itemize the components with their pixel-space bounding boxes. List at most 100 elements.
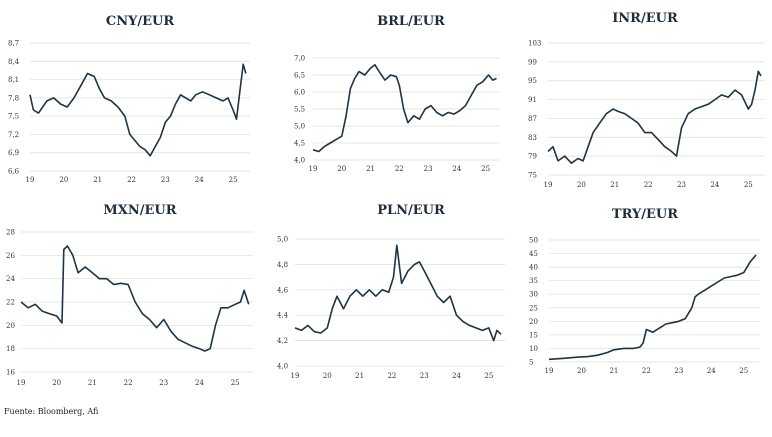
y-tick-label: 87 (528, 115, 537, 123)
x-tick-label: 25 (744, 181, 753, 189)
x-tick-label: 19 (17, 379, 26, 387)
x-tick-label: 24 (707, 367, 716, 375)
x-tick-label: 24 (452, 165, 461, 173)
y-tick-label: 6,6 (8, 168, 20, 176)
x-tick-label: 19 (291, 372, 300, 380)
y-tick-label: 7,2 (8, 131, 19, 139)
y-tick-label: 103 (528, 40, 541, 48)
y-tick-label: 7,0 (294, 55, 305, 63)
y-tick-label: 15 (529, 331, 538, 339)
y-tick-label: 4,5 (294, 140, 305, 148)
x-tick-label: 22 (127, 176, 136, 184)
y-tick-label: 45 (529, 250, 538, 258)
x-tick-label: 20 (323, 372, 332, 380)
y-tick-label: 10 (529, 345, 538, 353)
chart-panel-pln-eur: PLN/EUR 5,0 4,8 4,6 4,4 4,2 4,019 20 21 22 23 24 25 (277, 203, 505, 380)
series-line (29, 63, 247, 157)
y-tick-label: 8,7 (8, 40, 19, 48)
x-tick-label: 24 (710, 181, 719, 189)
y-tick-label: 16 (6, 369, 15, 377)
y-tick-label: 30 (529, 291, 538, 299)
x-tick-label: 23 (159, 379, 168, 387)
y-tick-label: 8,1 (8, 76, 19, 84)
y-tick-label: 50 (529, 237, 538, 245)
x-tick-label: 20 (52, 379, 61, 387)
x-tick-label: 22 (124, 379, 133, 387)
x-tick-label: 23 (677, 181, 686, 189)
x-tick-label: 19 (544, 181, 553, 189)
y-tick-label: 7,5 (8, 113, 19, 121)
y-tick-label: 4,0 (277, 363, 288, 371)
x-tick-label: 23 (424, 165, 433, 173)
x-tick-label: 21 (355, 372, 364, 380)
x-tick-label: 24 (195, 176, 204, 184)
x-tick-label: 19 (26, 176, 35, 184)
x-tick-label: 20 (577, 181, 586, 189)
y-tick-label: 22 (6, 299, 15, 307)
y-tick-label: 4,8 (277, 261, 288, 269)
y-tick-label: 8,4 (8, 58, 20, 66)
x-tick-label: 21 (610, 181, 619, 189)
chart-panel-cny-eur: CNY/EUR 8,7 8,4 8,1 7,8 7,5 7,2 6,9 6,6 19 20 21 22 2… (8, 14, 250, 184)
x-tick-label: 21 (93, 176, 102, 184)
y-tick-label: 5,0 (294, 123, 305, 131)
x-tick-label: 22 (644, 181, 653, 189)
y-tick-label: 26 (6, 252, 15, 260)
y-tick-label: 28 (6, 229, 15, 237)
chart-title: CNY/EUR (106, 14, 175, 29)
x-tick-label: 20 (337, 165, 346, 173)
x-tick-label: 23 (674, 367, 683, 375)
series-line (548, 254, 757, 361)
y-tick-label: 25 (529, 304, 538, 312)
chart-title: INR/EUR (612, 11, 678, 26)
y-tick-label: 83 (528, 134, 537, 142)
x-tick-label: 19 (545, 367, 554, 375)
x-tick-label: 25 (231, 379, 240, 387)
x-tick-label: 19 (309, 165, 318, 173)
chart-title: MXN/EUR (103, 203, 176, 218)
x-tick-label: 23 (420, 372, 429, 380)
series-line (547, 70, 762, 164)
x-tick-label: 22 (387, 372, 396, 380)
y-tick-label: 4,6 (277, 286, 289, 294)
series-line (20, 245, 250, 352)
x-tick-label: 22 (642, 367, 651, 375)
x-tick-label: 21 (88, 379, 97, 387)
y-tick-label: 18 (6, 345, 15, 353)
x-tick-label: 22 (395, 165, 404, 173)
y-tick-label: 99 (528, 58, 537, 66)
y-tick-label: 4,4 (277, 312, 289, 320)
y-tick-label: 91 (528, 96, 537, 104)
y-tick-label: 75 (528, 172, 537, 180)
y-tick-label: 7,8 (8, 94, 19, 102)
series-line (312, 64, 497, 153)
y-tick-label: 20 (529, 318, 538, 326)
y-tick-label: 6,5 (294, 72, 305, 80)
source-note: Fuente: Bloomberg, Afi (4, 407, 99, 416)
y-tick-label: 4,0 (294, 157, 305, 165)
x-tick-label: 25 (484, 372, 493, 380)
x-tick-label: 20 (59, 176, 68, 184)
x-tick-label: 21 (366, 165, 375, 173)
x-tick-label: 25 (229, 176, 238, 184)
y-tick-label: 6,9 (8, 149, 19, 157)
x-tick-label: 25 (481, 165, 490, 173)
chart-panel-try-eur: TRY/EUR 50 45 40 35 30 25 20 15 10 5 19 20 21 22 23 24 25 (529, 207, 760, 375)
y-tick-label: 6,0 (294, 89, 305, 97)
y-tick-label: 24 (6, 275, 15, 283)
y-tick-label: 79 (528, 153, 537, 161)
y-tick-label: 40 (529, 264, 538, 272)
x-tick-label: 21 (609, 367, 618, 375)
series-line (294, 244, 502, 342)
chart-title: TRY/EUR (612, 207, 678, 222)
x-tick-label: 25 (739, 367, 748, 375)
chart-panel-inr-eur: INR/EUR 103 99 95 91 87 83 79 75 19 20 21 22 23 24 25 (528, 11, 765, 189)
chart-title: BRL/EUR (377, 14, 445, 29)
y-tick-label: 4,2 (277, 337, 288, 345)
y-tick-label: 95 (528, 77, 537, 85)
x-tick-label: 24 (195, 379, 204, 387)
y-tick-label: 5,0 (277, 236, 288, 244)
